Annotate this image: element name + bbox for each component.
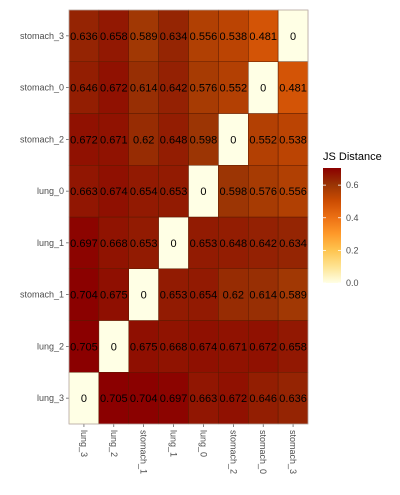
cell-value-label: 0.668 bbox=[160, 341, 188, 353]
cell-value-label: 0.672 bbox=[70, 134, 98, 146]
cell-value-label: 0.675 bbox=[100, 290, 128, 302]
cell-value-label: 0 bbox=[200, 186, 206, 198]
cell-value-label: 0.636 bbox=[70, 31, 98, 43]
cell-value-label: 0.658 bbox=[100, 31, 128, 43]
cell-value-label: 0.614 bbox=[249, 290, 277, 302]
y-tick-label: stomach_1 bbox=[20, 290, 64, 300]
cell-value-label: 0 bbox=[81, 393, 87, 405]
cell-value-label: 0 bbox=[290, 31, 296, 43]
x-tick-label: lung_3 bbox=[79, 430, 89, 457]
x-tick-label: lung_2 bbox=[109, 430, 119, 457]
cell-value-label: 0.674 bbox=[190, 341, 218, 353]
cell-value-label: 0.62 bbox=[223, 290, 244, 302]
legend-tick-label: 0.0 bbox=[346, 278, 359, 288]
x-tick-label: lung_1 bbox=[169, 430, 179, 457]
cell-value-label: 0.672 bbox=[100, 83, 128, 95]
legend-tick-label: 0.4 bbox=[346, 213, 359, 223]
y-tick-label: lung_3 bbox=[37, 393, 64, 403]
cell-value-label: 0.556 bbox=[190, 31, 218, 43]
cell-value-label: 0 bbox=[170, 238, 176, 250]
cell-value-label: 0.62 bbox=[133, 134, 154, 146]
cell-value-label: 0.481 bbox=[249, 31, 277, 43]
y-tick-label: lung_1 bbox=[37, 238, 64, 248]
cell-value-label: 0.675 bbox=[130, 341, 158, 353]
legend-tick-label: 0.2 bbox=[346, 245, 359, 255]
color-legend: JS Distance 0.0 0.2 0.4 0.6 bbox=[323, 151, 382, 288]
cell-value-label: 0.674 bbox=[100, 186, 128, 198]
cell-value-label: 0.653 bbox=[130, 238, 158, 250]
x-axis-tick-labels: lung_3 lung_2 stomach_1 lung_1 lung_0 stomach… bbox=[79, 424, 298, 474]
cell-value-label: 0.671 bbox=[220, 341, 248, 353]
cell-value-label: 0.552 bbox=[220, 83, 248, 95]
cell-value-label: 0.634 bbox=[279, 238, 307, 250]
cell-value-label: 0 bbox=[111, 341, 117, 353]
cell-value-label: 0.589 bbox=[279, 290, 307, 302]
y-tick-label: lung_0 bbox=[37, 186, 64, 196]
cell-value-label: 0 bbox=[141, 290, 147, 302]
cell-value-label: 0.648 bbox=[220, 238, 248, 250]
cell-value-label: 0.646 bbox=[249, 393, 277, 405]
heatmap-cells: 0 0.705 0.704 0.697 0.663 0.672 0.646 0.6360.70… bbox=[69, 10, 308, 424]
cell-value-label: 0.648 bbox=[160, 134, 188, 146]
cell-value-label: 0.576 bbox=[190, 83, 218, 95]
cell-value-label: 0.634 bbox=[160, 31, 188, 43]
cell-value-label: 0.704 bbox=[70, 290, 98, 302]
cell-value-label: 0.481 bbox=[279, 83, 307, 95]
y-tick-label: lung_2 bbox=[37, 341, 64, 351]
cell-value-label: 0 bbox=[260, 83, 266, 95]
x-tick-label: lung_0 bbox=[198, 430, 208, 457]
cell-value-label: 0.556 bbox=[279, 186, 307, 198]
cell-value-label: 0.658 bbox=[279, 341, 307, 353]
cell-value-label: 0.672 bbox=[220, 393, 248, 405]
y-tick-label: stomach_0 bbox=[20, 83, 64, 93]
cell-value-label: 0.598 bbox=[190, 134, 218, 146]
cell-value-label: 0.653 bbox=[160, 186, 188, 198]
cell-value-label: 0.589 bbox=[130, 31, 158, 43]
cell-value-label: 0.671 bbox=[100, 134, 128, 146]
cell-value-label: 0.663 bbox=[70, 186, 98, 198]
cell-value-label: 0.654 bbox=[190, 290, 218, 302]
cell-value-label: 0.663 bbox=[190, 393, 218, 405]
cell-value-label: 0.538 bbox=[220, 31, 248, 43]
cell-value-label: 0 bbox=[230, 134, 236, 146]
cell-value-label: 0.705 bbox=[70, 341, 98, 353]
cell-value-label: 0.642 bbox=[249, 238, 277, 250]
y-axis-tick-labels: lung_3 lung_2 stomach_1 lung_1 lung_0 stomach… bbox=[20, 31, 69, 403]
y-tick-label: stomach_3 bbox=[20, 31, 64, 41]
cell-value-label: 0.598 bbox=[220, 186, 248, 198]
y-tick-label: stomach_2 bbox=[20, 134, 64, 144]
cell-value-label: 0.642 bbox=[160, 83, 188, 95]
x-tick-label: stomach_3 bbox=[288, 430, 298, 474]
cell-value-label: 0.576 bbox=[249, 186, 277, 198]
cell-value-label: 0.697 bbox=[70, 238, 98, 250]
cell-value-label: 0.697 bbox=[160, 393, 188, 405]
cell-value-label: 0.653 bbox=[160, 290, 188, 302]
cell-value-label: 0.668 bbox=[100, 238, 128, 250]
cell-value-label: 0.654 bbox=[130, 186, 158, 198]
legend-title: JS Distance bbox=[323, 151, 382, 163]
legend-tick-label: 0.6 bbox=[346, 180, 359, 190]
x-tick-label: stomach_0 bbox=[258, 430, 268, 474]
x-tick-label: stomach_2 bbox=[228, 430, 238, 474]
cell-value-label: 0.636 bbox=[279, 393, 307, 405]
cell-value-label: 0.614 bbox=[130, 83, 158, 95]
cell-value-label: 0.704 bbox=[130, 393, 158, 405]
cell-value-label: 0.646 bbox=[70, 83, 98, 95]
x-tick-label: stomach_1 bbox=[139, 430, 149, 474]
cell-value-label: 0.672 bbox=[249, 341, 277, 353]
cell-value-label: 0.653 bbox=[190, 238, 218, 250]
cell-value-label: 0.538 bbox=[279, 134, 307, 146]
cell-value-label: 0.705 bbox=[100, 393, 128, 405]
cell-value-label: 0.552 bbox=[249, 134, 277, 146]
